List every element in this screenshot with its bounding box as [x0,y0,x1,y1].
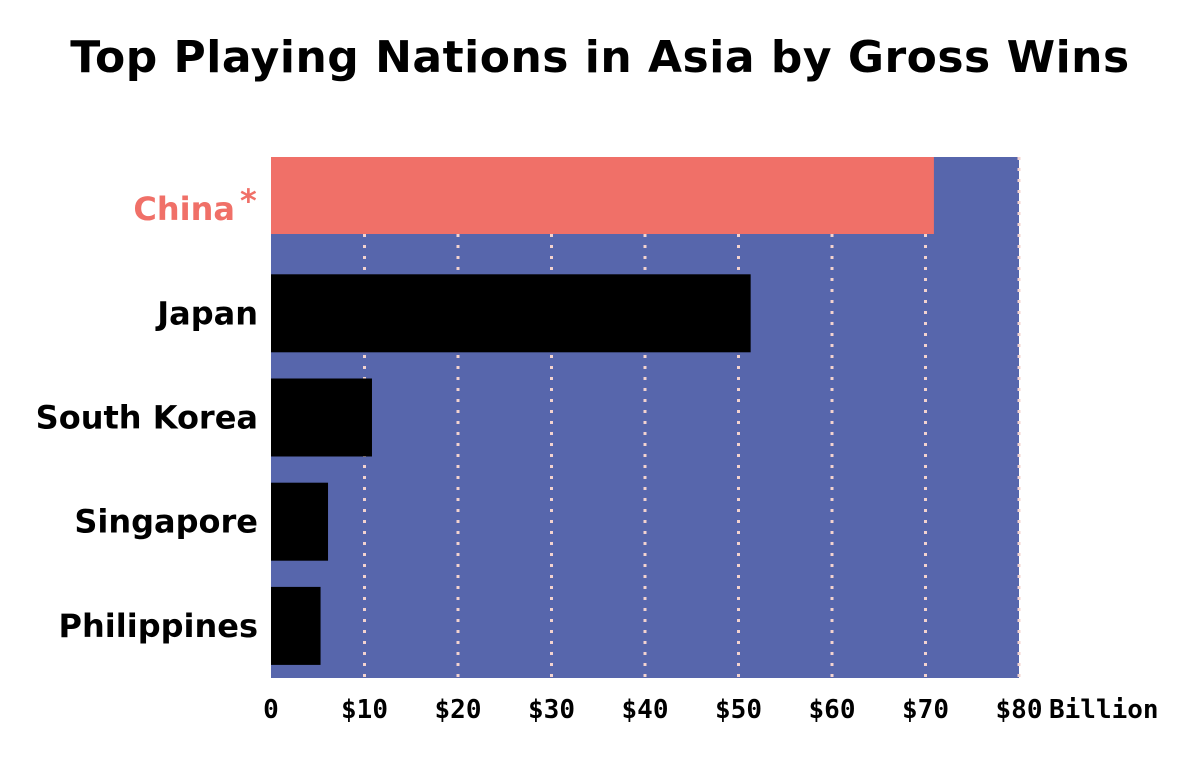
bar-singapore [271,482,329,561]
bar-japan [271,274,751,353]
x-tick-label: $70 [902,695,949,725]
x-tick-label: $80 [996,695,1043,725]
x-unit-label: Billion [1049,695,1159,725]
x-tick-label: 0 [263,695,279,725]
x-tick-label: $10 [341,695,388,725]
x-axis-ticks: 0 $10 $20 $30 $40 $50 $60 $70 $80 Billion [263,695,1158,725]
bar-south-korea [271,378,372,457]
bars [271,157,934,665]
x-tick-label: $50 [715,695,762,725]
category-label-china: China [133,190,235,228]
category-label-singapore: Singapore [74,503,258,541]
x-tick-label: $30 [528,695,575,725]
category-label-japan: Japan [155,294,258,332]
x-tick-label: $20 [435,695,482,725]
category-labels: China * Japan South Korea Singapore Philippin… [36,182,258,645]
bar-china [271,157,934,234]
x-tick-label: $60 [809,695,856,725]
x-tick-label: $40 [622,695,669,725]
plot-background [271,157,1019,678]
chart-title: Top Playing Nations in Asia by Gross Win… [70,32,1130,83]
category-label-philippines: Philippines [59,607,258,645]
bar-philippines [271,586,321,665]
category-label-south-korea: South Korea [36,399,258,437]
category-marker: * [240,182,257,220]
